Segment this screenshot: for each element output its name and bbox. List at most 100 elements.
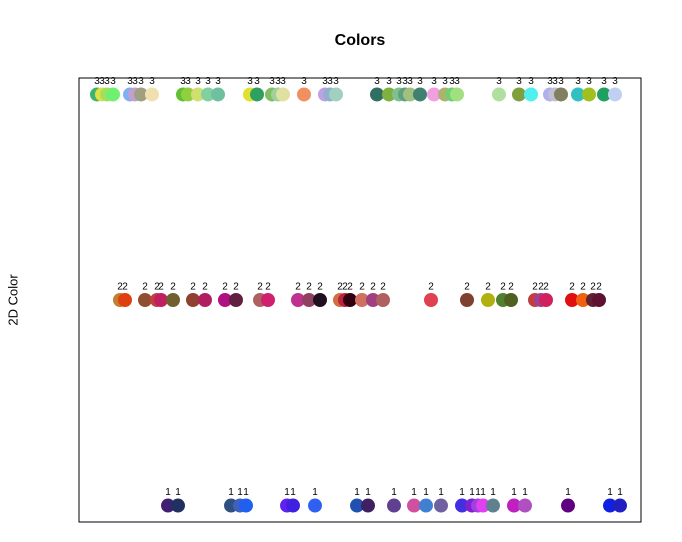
data-label: 3 [94, 76, 100, 87]
point [427, 87, 441, 102]
data-label: 3 [215, 76, 221, 87]
data-label: 2 [590, 282, 596, 293]
data-label: 3 [601, 76, 607, 87]
data-label: 3 [386, 76, 392, 87]
point [565, 293, 579, 307]
data-label: 3 [449, 76, 455, 87]
plot-frame [78, 77, 642, 523]
point [460, 293, 474, 307]
point [571, 87, 585, 102]
point [211, 87, 225, 102]
point [350, 498, 364, 513]
chart-title: Colors [335, 32, 386, 49]
point [355, 293, 369, 307]
point [276, 87, 290, 102]
data-label: 1 [469, 487, 475, 498]
data-label: 2 [337, 282, 343, 293]
point [613, 498, 627, 513]
point [201, 87, 215, 102]
data-label: 3 [612, 76, 618, 87]
data-label: 2 [202, 282, 208, 293]
data-label: 3 [138, 76, 144, 87]
data-label: 3 [547, 76, 553, 87]
data-label: 2 [265, 282, 271, 293]
point [576, 293, 590, 307]
point [434, 498, 448, 513]
data-label: 2 [580, 282, 586, 293]
data-label: 3 [552, 76, 558, 87]
data-label: 3 [586, 76, 592, 87]
point [138, 293, 152, 307]
data-label: 3 [110, 76, 116, 87]
point [539, 293, 553, 307]
data-label: 1 [490, 487, 496, 498]
data-label: 3 [149, 76, 155, 87]
data-label: 3 [327, 76, 333, 87]
data-label: 3 [454, 76, 460, 87]
point [582, 87, 596, 102]
data-label: 1 [354, 487, 360, 498]
data-label: 3 [496, 76, 502, 87]
point [370, 87, 384, 102]
data-label: 1 [617, 487, 623, 498]
data-label: 3 [407, 76, 413, 87]
data-label: 1 [459, 487, 465, 498]
point [413, 87, 427, 102]
data-label: 2 [464, 282, 470, 293]
point [134, 87, 148, 102]
data-label: 3 [247, 76, 253, 87]
point [171, 498, 185, 513]
point [424, 293, 438, 307]
data-label: 1 [511, 487, 517, 498]
data-label: 1 [391, 487, 397, 498]
point [106, 87, 120, 102]
data-label: 2 [170, 282, 176, 293]
point [507, 498, 521, 513]
data-label: 3 [275, 76, 281, 87]
point [229, 293, 243, 307]
point [603, 498, 617, 513]
data-label: 2 [233, 282, 239, 293]
data-label: 2 [122, 282, 128, 293]
data-label: 3 [431, 76, 437, 87]
point [481, 293, 495, 307]
point [154, 293, 168, 307]
point [361, 498, 375, 513]
data-label: 2 [596, 282, 602, 293]
point [186, 293, 200, 307]
point [504, 293, 518, 307]
point [407, 498, 421, 513]
data-label: 3 [516, 76, 522, 87]
data-label: 1 [175, 487, 181, 498]
point [492, 87, 506, 102]
data-label: 2 [257, 282, 263, 293]
data-label: 1 [423, 487, 429, 498]
point [403, 87, 417, 102]
data-label: 1 [438, 487, 444, 498]
data-label: 3 [185, 76, 191, 87]
data-label: 2 [295, 282, 301, 293]
point [261, 293, 275, 307]
point [218, 293, 232, 307]
point [455, 498, 469, 513]
data-label: 3 [269, 76, 275, 87]
data-label: 3 [254, 76, 260, 87]
point [486, 498, 500, 513]
point [291, 293, 305, 307]
data-label: 1 [312, 487, 318, 498]
data-label: 2 [342, 282, 348, 293]
data-label: 3 [280, 76, 286, 87]
data-label: 1 [607, 487, 613, 498]
data-label: 2 [428, 282, 434, 293]
data-label: 2 [370, 282, 376, 293]
data-label: 2 [190, 282, 196, 293]
point [592, 293, 606, 307]
data-label: 1 [228, 487, 234, 498]
data-label: 3 [99, 76, 105, 87]
point [329, 87, 343, 102]
data-label: 2 [142, 282, 148, 293]
data-label: 3 [417, 76, 423, 87]
data-label: 2 [306, 282, 312, 293]
data-label: 3 [127, 76, 133, 87]
point [524, 87, 538, 102]
